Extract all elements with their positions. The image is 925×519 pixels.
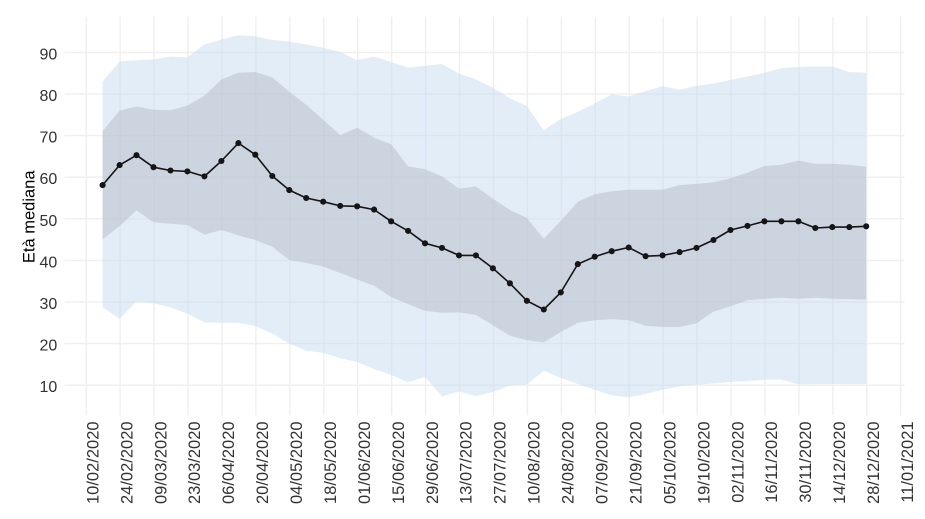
svg-text:09/03/2020: 09/03/2020 <box>152 421 170 504</box>
svg-text:13/07/2020: 13/07/2020 <box>458 421 476 504</box>
svg-text:15/06/2020: 15/06/2020 <box>390 421 408 504</box>
svg-text:21/09/2020: 21/09/2020 <box>627 421 645 504</box>
svg-text:20/04/2020: 20/04/2020 <box>254 421 272 504</box>
svg-text:90: 90 <box>40 46 58 63</box>
svg-text:29/06/2020: 29/06/2020 <box>424 421 442 504</box>
svg-text:07/09/2020: 07/09/2020 <box>594 421 612 504</box>
svg-text:16/11/2020: 16/11/2020 <box>763 421 781 502</box>
svg-text:04/05/2020: 04/05/2020 <box>288 421 306 504</box>
svg-text:30: 30 <box>40 296 58 313</box>
svg-text:70: 70 <box>40 130 58 147</box>
svg-text:30/11/2020: 30/11/2020 <box>797 421 815 502</box>
svg-text:11/01/2021: 11/01/2021 <box>899 421 917 502</box>
svg-text:50: 50 <box>40 213 58 230</box>
svg-text:20: 20 <box>40 338 58 355</box>
svg-text:23/03/2020: 23/03/2020 <box>186 421 204 504</box>
svg-text:24/02/2020: 24/02/2020 <box>118 421 136 504</box>
svg-text:02/11/2020: 02/11/2020 <box>729 421 747 502</box>
svg-text:01/06/2020: 01/06/2020 <box>356 421 374 504</box>
svg-text:19/10/2020: 19/10/2020 <box>695 421 713 504</box>
svg-text:80: 80 <box>40 88 58 105</box>
svg-text:06/04/2020: 06/04/2020 <box>220 421 238 504</box>
svg-text:28/12/2020: 28/12/2020 <box>865 421 883 504</box>
svg-text:14/12/2020: 14/12/2020 <box>831 421 849 504</box>
svg-text:60: 60 <box>40 171 58 188</box>
svg-text:27/07/2020: 27/07/2020 <box>492 421 510 504</box>
svg-text:10/02/2020: 10/02/2020 <box>84 421 102 504</box>
svg-text:Età mediana: Età mediana <box>21 170 39 263</box>
svg-text:10: 10 <box>40 379 58 396</box>
svg-text:40: 40 <box>40 254 58 271</box>
svg-text:05/10/2020: 05/10/2020 <box>661 421 679 504</box>
svg-text:18/05/2020: 18/05/2020 <box>322 421 340 504</box>
svg-text:10/08/2020: 10/08/2020 <box>526 421 544 504</box>
svg-text:24/08/2020: 24/08/2020 <box>560 421 578 504</box>
